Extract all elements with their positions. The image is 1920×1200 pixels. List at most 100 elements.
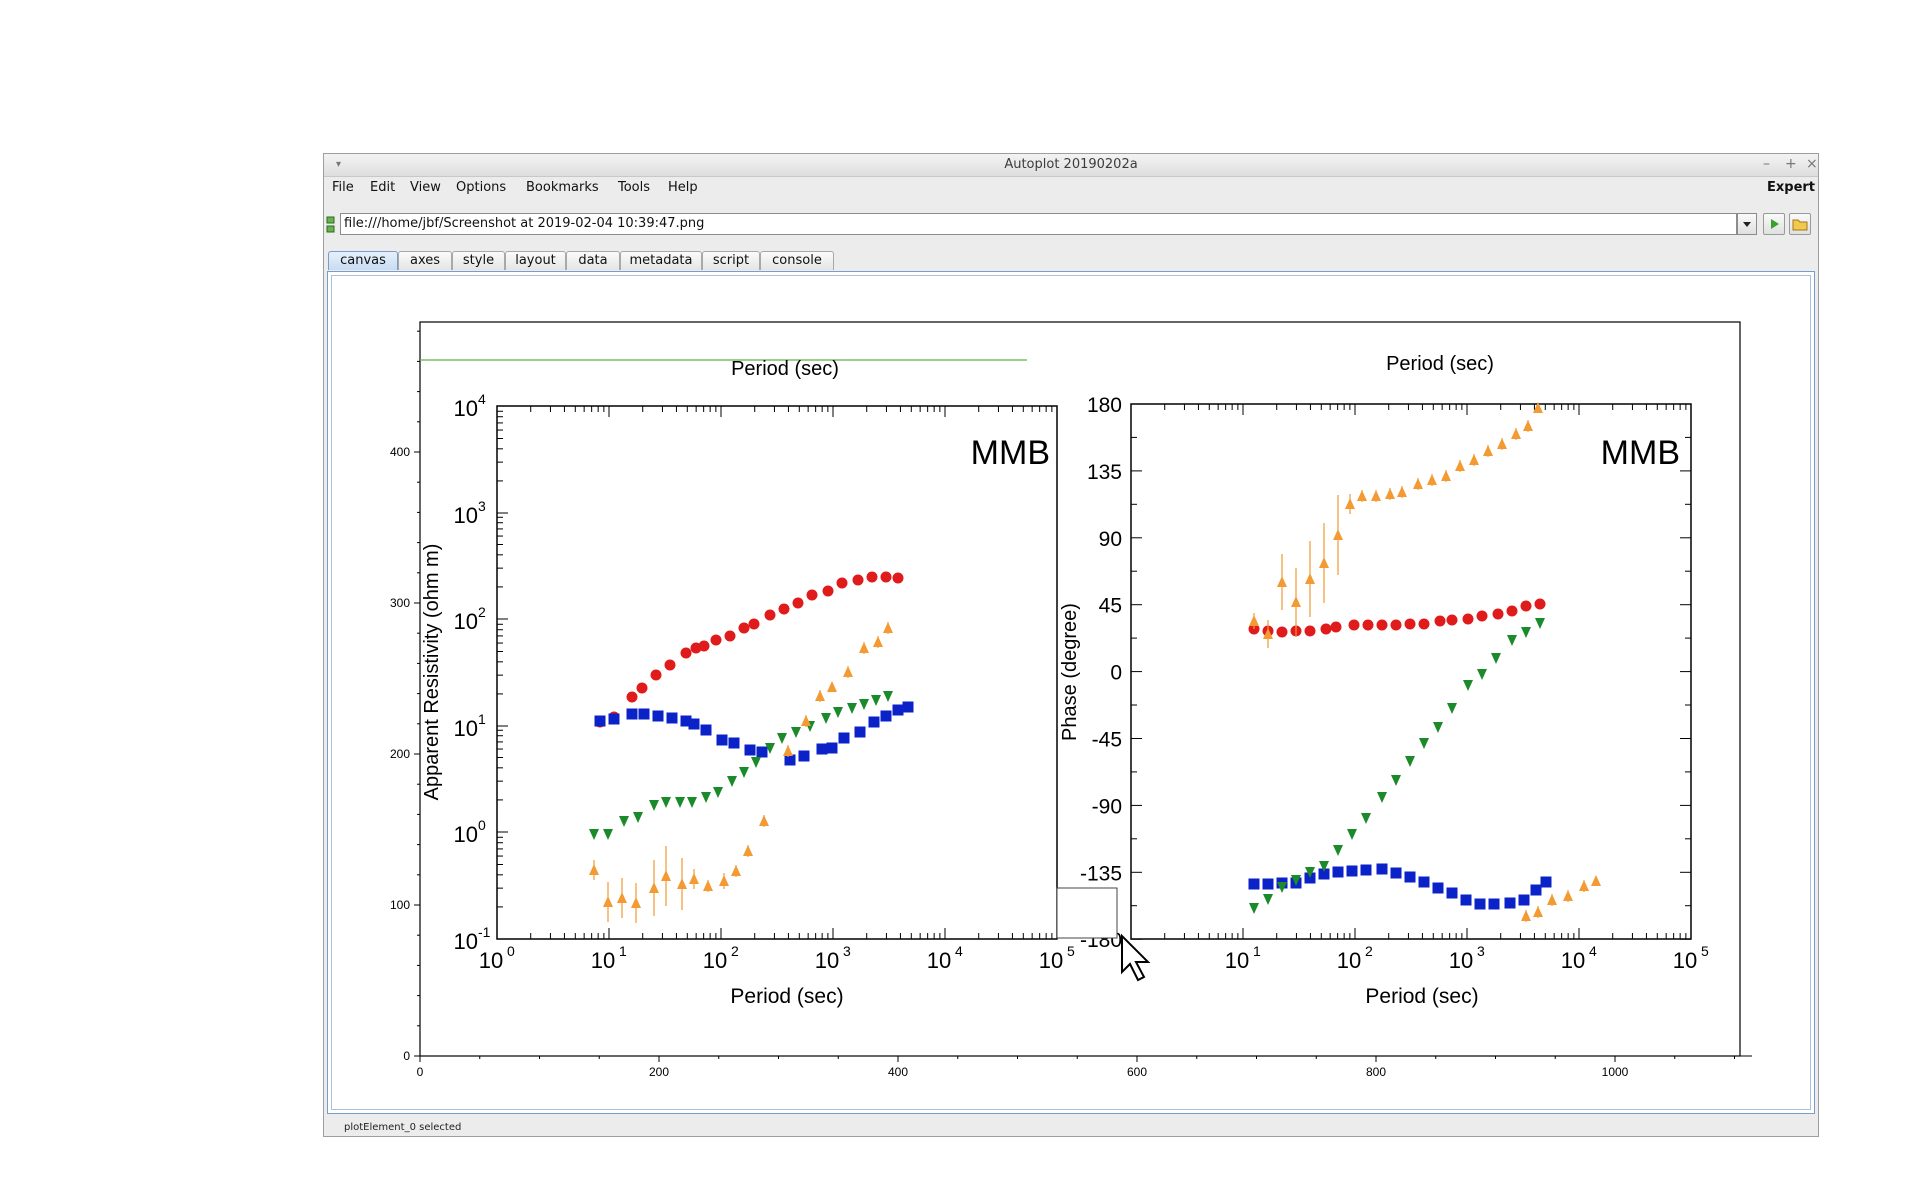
red-circle-marker [710, 634, 722, 646]
orange-triangle-marker [631, 897, 641, 908]
green-triangle-marker [687, 797, 697, 808]
right-y-tick-label: 0 [1110, 662, 1122, 685]
url-row: file:///home/jbf/Screenshot at 2019-02-0… [324, 210, 1818, 236]
menu-options[interactable]: Options [456, 180, 507, 195]
right-x-tick-exp: 1 [1253, 943, 1261, 959]
left-top-label: Period (sec) [731, 358, 839, 380]
blue-square-marker [1446, 887, 1458, 899]
orange-triangle-marker [661, 870, 671, 881]
menu-help[interactable]: Help [668, 180, 698, 195]
red-circle-marker [724, 630, 736, 642]
left-x-tick-exp: 4 [955, 943, 963, 959]
right-y-tick-label: -135 [1080, 862, 1122, 885]
red-circle-marker [1520, 600, 1532, 612]
orange-triangle-marker [689, 873, 699, 884]
right-y-tick-label: 90 [1099, 528, 1122, 551]
orange-triangle-marker [1469, 454, 1479, 465]
go-button[interactable] [1763, 213, 1785, 235]
orange-triangle-marker [1591, 875, 1601, 886]
red-circle-marker [836, 577, 848, 589]
blue-square-marker [1360, 864, 1372, 876]
green-triangle-marker [603, 829, 613, 840]
right-x-tick-label: 10 [1561, 948, 1585, 973]
green-triangle-marker [589, 829, 599, 840]
tab-axes[interactable]: axes [398, 251, 452, 270]
url-input[interactable]: file:///home/jbf/Screenshot at 2019-02-0… [340, 213, 1737, 235]
red-circle-marker [1434, 615, 1446, 627]
title-bar[interactable]: ▾ Autoplot 20190202a – + × [324, 154, 1818, 177]
menu-tools[interactable]: Tools [618, 180, 651, 195]
blue-square-marker [1432, 882, 1444, 894]
red-circle-marker [778, 603, 790, 615]
green-triangle-marker [727, 776, 737, 787]
left-data-marks [589, 571, 914, 923]
left-y-tick-label: 10 [454, 822, 478, 847]
url-history-dropdown[interactable] [1737, 213, 1757, 235]
green-triangle-marker [1405, 756, 1415, 767]
red-circle-marker [866, 571, 878, 583]
orange-triangle-marker [703, 880, 713, 891]
red-circle-marker [650, 669, 662, 681]
maximize-icon[interactable]: + [1785, 156, 1797, 172]
expert-toggle[interactable]: Expert [1767, 180, 1816, 195]
tab-canvas[interactable]: canvas [328, 251, 398, 270]
red-circle-marker [1492, 608, 1504, 620]
blue-square-marker [868, 716, 880, 728]
blue-square-marker [756, 746, 768, 758]
green-triangle-marker [821, 713, 831, 724]
left-x-tick-label: 10 [591, 948, 615, 973]
green-triangle-marker [765, 743, 775, 754]
menu-bookmarks[interactable]: Bookmarks [526, 180, 599, 195]
canvas-area[interactable]: 0 200 400 600 800 1000 0 100 200 300 400 [331, 275, 1811, 1110]
blue-square-marker [680, 715, 692, 727]
green-triangle-marker [1521, 627, 1531, 638]
left-y-tick-label: 10 [454, 716, 478, 741]
orange-triangle-marker [883, 622, 893, 633]
window-menu-icon[interactable]: ▾ [336, 159, 342, 170]
orange-triangle-marker [843, 666, 853, 677]
left-y-tick-label: 10 [454, 929, 478, 954]
orange-triangle-marker [1563, 890, 1573, 901]
orange-triangle-marker [1441, 470, 1451, 481]
blue-square-marker [688, 718, 700, 730]
green-triangle-marker [1535, 618, 1545, 629]
orange-triangle-marker [677, 878, 687, 889]
menu-view[interactable]: View [410, 180, 441, 195]
tab-script[interactable]: script [702, 251, 760, 270]
right-y-tick-label: 45 [1099, 595, 1122, 618]
green-triangle-marker [1433, 722, 1443, 733]
outer-x-ticks [419, 1056, 1735, 1062]
orange-triangle-marker [1547, 894, 1557, 905]
minimize-icon[interactable]: – [1763, 156, 1770, 172]
blue-square-marker [608, 713, 620, 725]
red-circle-marker [1276, 626, 1288, 638]
red-circle-marker [764, 609, 776, 621]
green-triangle-marker [713, 787, 723, 798]
blue-square-marker [594, 715, 606, 727]
blue-square-marker [1404, 871, 1416, 883]
green-triangle-marker [1447, 703, 1457, 714]
blue-square-marker [1460, 894, 1472, 906]
tab-data[interactable]: data [566, 251, 620, 270]
tab-metadata[interactable]: metadata [620, 251, 702, 270]
green-triangle-marker [1333, 845, 1343, 856]
tab-layout[interactable]: layout [505, 251, 566, 270]
left-y-tick-label: 10 [454, 609, 478, 634]
menu-edit[interactable]: Edit [370, 180, 396, 195]
drag-handle-icon[interactable] [326, 216, 336, 234]
close-icon[interactable]: × [1806, 156, 1818, 172]
orange-triangle-marker [719, 875, 729, 886]
blue-square-marker [700, 724, 712, 736]
right-y-tick-label: -90 [1092, 795, 1122, 818]
orange-triangle-marker [873, 636, 883, 647]
blue-square-marker [1418, 876, 1430, 888]
blue-square-marker [854, 726, 866, 738]
menu-file[interactable]: File [332, 180, 354, 195]
green-triangle-marker [633, 812, 643, 823]
open-file-button[interactable] [1789, 213, 1811, 235]
tab-style[interactable]: style [452, 251, 505, 270]
right-xlabel: Period (sec) [1365, 985, 1478, 1008]
tab-console[interactable]: console [760, 251, 834, 270]
orange-triangle-marker [1483, 445, 1493, 456]
plot-canvas[interactable]: 0 200 400 600 800 1000 0 100 200 300 400 [332, 276, 1810, 1109]
